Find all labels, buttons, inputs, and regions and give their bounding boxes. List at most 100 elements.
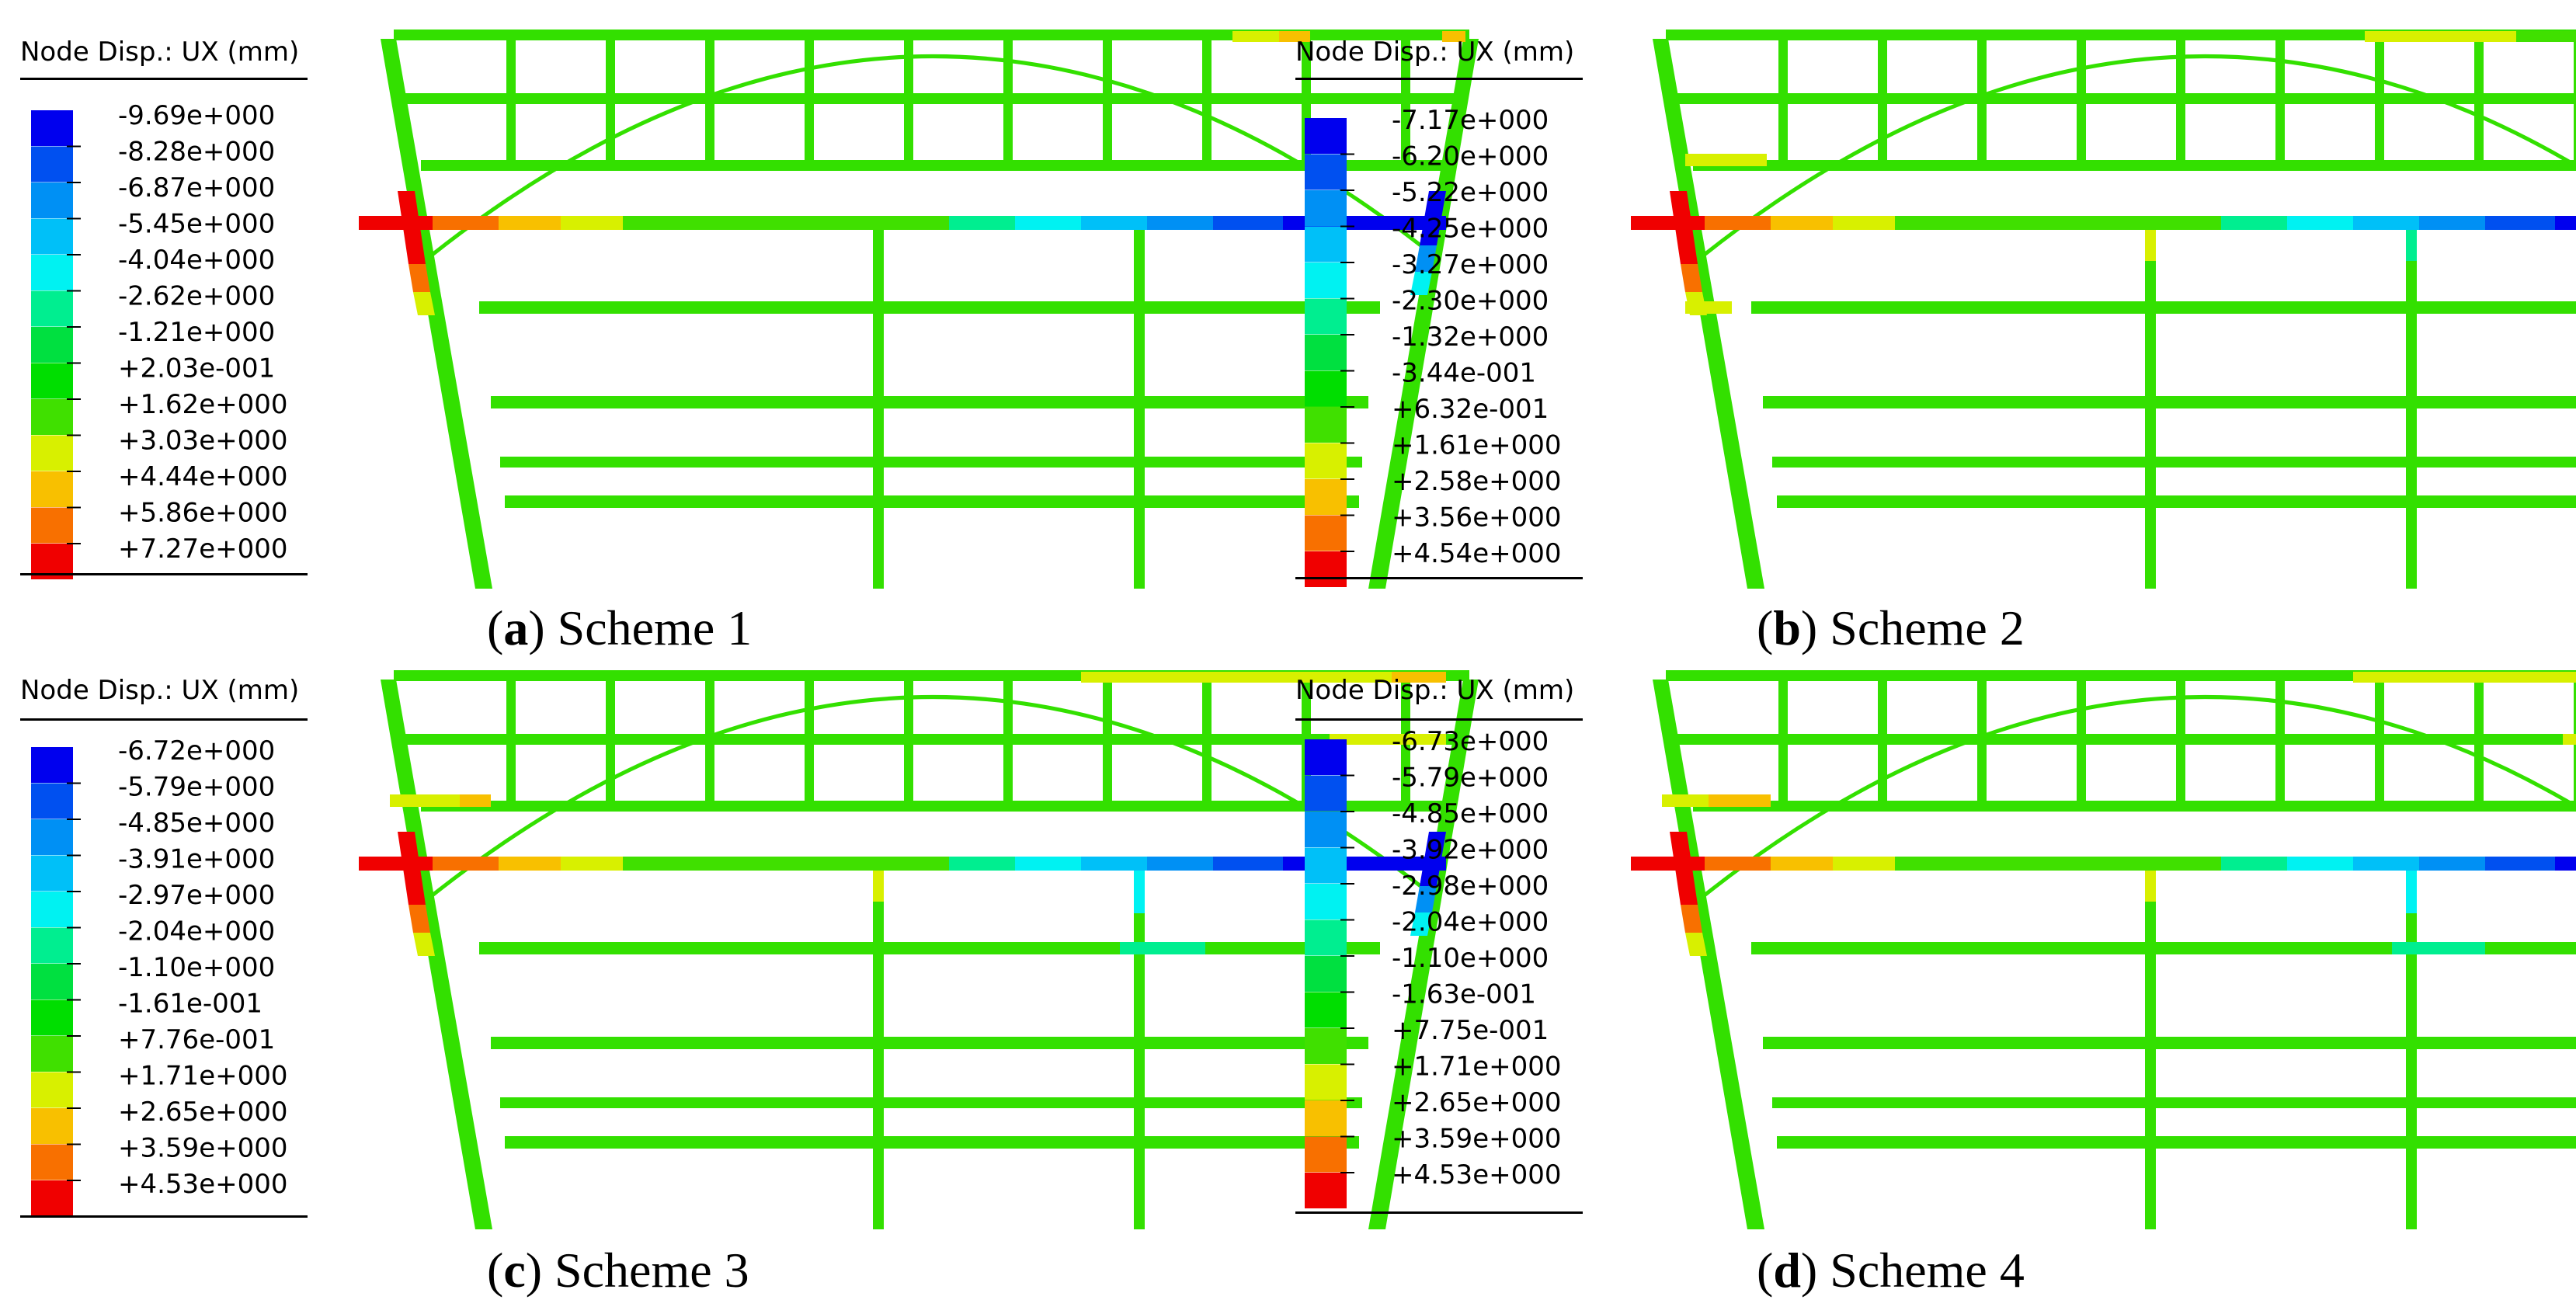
legend-tick-mark — [67, 819, 81, 820]
legend-swatch — [1305, 919, 1347, 956]
panel-d: Node Disp.: UX (mm) -6.73e+000 -5.79e+000… — [1295, 670, 2576, 1298]
legend-value: -6.73e+000 — [1392, 726, 1549, 757]
legend-tick-mark — [1340, 514, 1354, 516]
legend-value: -2.62e+000 — [118, 281, 275, 312]
legend-c: Node Disp.: UX (mm) -6.72e+000 -5.79e+000… — [20, 675, 308, 1218]
legend-tick-mark — [1340, 883, 1354, 885]
legend-tick-mark — [1340, 1172, 1354, 1173]
caption-d: (d) Scheme 4 — [1757, 1243, 2025, 1298]
legend-tick-mark — [67, 854, 81, 857]
legend-swatch — [1305, 226, 1347, 262]
legend-value: -1.10e+000 — [118, 952, 275, 983]
legend-b: Node Disp.: UX (mm) -7.17e+000 -6.20e+000… — [1295, 36, 1583, 587]
legend-a: Node Disp.: UX (mm) -9.69e+000 -8.28e+000… — [20, 36, 308, 579]
legend-value: -5.79e+000 — [118, 772, 275, 803]
legend-tick-mark — [67, 782, 81, 784]
legend-tick-mark — [1340, 1063, 1354, 1065]
legend-tick-mark — [1340, 919, 1354, 921]
legend-tick-mark — [67, 290, 81, 292]
legend-value: +3.56e+000 — [1392, 502, 1562, 534]
frame-structure-a — [359, 30, 1479, 589]
legend-rule-top — [20, 718, 308, 721]
legend-swatch — [31, 927, 73, 964]
legend-tick-mark — [67, 1180, 81, 1181]
legend-value: -2.97e+000 — [118, 880, 275, 911]
legend-swatch — [1305, 443, 1347, 479]
legend-tick-mark — [67, 1071, 81, 1073]
legend-swatch — [31, 110, 73, 146]
legend-value: +4.53e+000 — [118, 1169, 288, 1200]
legend-swatch — [1305, 847, 1347, 884]
frame-structure-c — [359, 670, 1479, 1229]
legend-swatch — [31, 218, 73, 255]
legend-value: +4.44e+000 — [118, 461, 288, 492]
legend-value: -4.85e+000 — [118, 808, 275, 839]
legend-tick-mark — [67, 1035, 81, 1037]
legend-tick-mark — [1340, 991, 1354, 993]
legend-swatch — [1305, 1173, 1347, 1208]
caption-c: (c) Scheme 3 — [487, 1243, 749, 1298]
legend-swatch — [1305, 118, 1347, 154]
legend-ticks: -6.73e+000 -5.79e+000 -4.85e+000 -3.92e+000… — [1392, 726, 1562, 1191]
legend-value: +2.65e+000 — [1392, 1087, 1562, 1118]
legend-tick-mark — [67, 1143, 81, 1145]
legend-value: +3.59e+000 — [118, 1133, 288, 1164]
legend-value: +2.58e+000 — [1392, 466, 1562, 497]
legend-value: -9.69e+000 — [118, 100, 275, 131]
panel-a: Node Disp.: UX (mm) -9.69e+000 -8.28e+000… — [20, 30, 1479, 655]
legend-swatches — [31, 747, 81, 1216]
legend-swatch — [31, 363, 73, 399]
legend-ticks: -9.69e+000 -8.28e+000 -6.87e+000 -5.45e+000… — [118, 100, 288, 565]
legend-value: -5.45e+000 — [118, 209, 275, 240]
legend-value: -6.87e+000 — [118, 172, 275, 203]
legend-value: -6.72e+000 — [118, 735, 275, 766]
legend-value: -4.25e+000 — [1392, 214, 1549, 245]
legend-swatch — [1305, 884, 1347, 919]
legend-swatch — [31, 783, 73, 819]
legend-value: +7.27e+000 — [118, 534, 288, 565]
legend-swatch — [1305, 370, 1347, 407]
legend-swatch — [31, 146, 73, 182]
legend-swatch — [31, 1180, 73, 1216]
legend-swatch — [1305, 1136, 1347, 1173]
legend-value: -1.21e+000 — [118, 317, 275, 348]
legend-value: -5.79e+000 — [1392, 763, 1549, 794]
legend-tick-mark — [67, 398, 81, 400]
legend-value: -3.44e-001 — [1392, 358, 1536, 389]
legend-value: -7.17e+000 — [1392, 105, 1549, 136]
legend-tick-mark — [67, 926, 81, 929]
legend-value: +6.32e-001 — [1392, 394, 1549, 425]
legend-swatch — [1305, 335, 1347, 370]
legend-swatch — [1305, 1064, 1347, 1100]
legend-swatch — [1305, 190, 1347, 226]
legend-tick-mark — [67, 434, 81, 436]
legend-swatch — [31, 1072, 73, 1108]
legend-value: -4.85e+000 — [1392, 798, 1549, 829]
legend-swatch — [1305, 298, 1347, 335]
legend-swatch — [1305, 739, 1347, 775]
legend-tick-mark — [67, 254, 81, 255]
legend-value: +5.86e+000 — [118, 498, 288, 529]
legend-tick-mark — [1340, 811, 1354, 812]
legend-tick-mark — [1340, 262, 1354, 263]
legend-value: +2.65e+000 — [118, 1097, 288, 1128]
caption-b: (b) Scheme 2 — [1757, 600, 2025, 655]
legend-swatch — [31, 471, 73, 507]
legend-tick-mark — [1340, 189, 1354, 191]
legend-swatch — [31, 255, 73, 290]
legend-swatches — [1305, 118, 1354, 587]
legend-value: +2.03e-001 — [118, 353, 275, 384]
legend-value: -1.32e+000 — [1392, 322, 1549, 353]
legend-value: -8.28e+000 — [118, 137, 275, 168]
legend-value: +1.62e+000 — [118, 389, 288, 420]
legend-value: +3.59e+000 — [1392, 1124, 1562, 1155]
legend-title: Node Disp.: UX (mm) — [20, 675, 299, 706]
legend-tick-mark — [67, 891, 81, 892]
legend-value: -2.98e+000 — [1392, 871, 1549, 902]
legend-tick-mark — [67, 543, 81, 544]
legend-swatch — [31, 435, 73, 471]
legend-tick-mark — [67, 999, 81, 1001]
legend-value: -3.91e+000 — [118, 844, 275, 875]
legend-value: -2.30e+000 — [1392, 286, 1549, 317]
